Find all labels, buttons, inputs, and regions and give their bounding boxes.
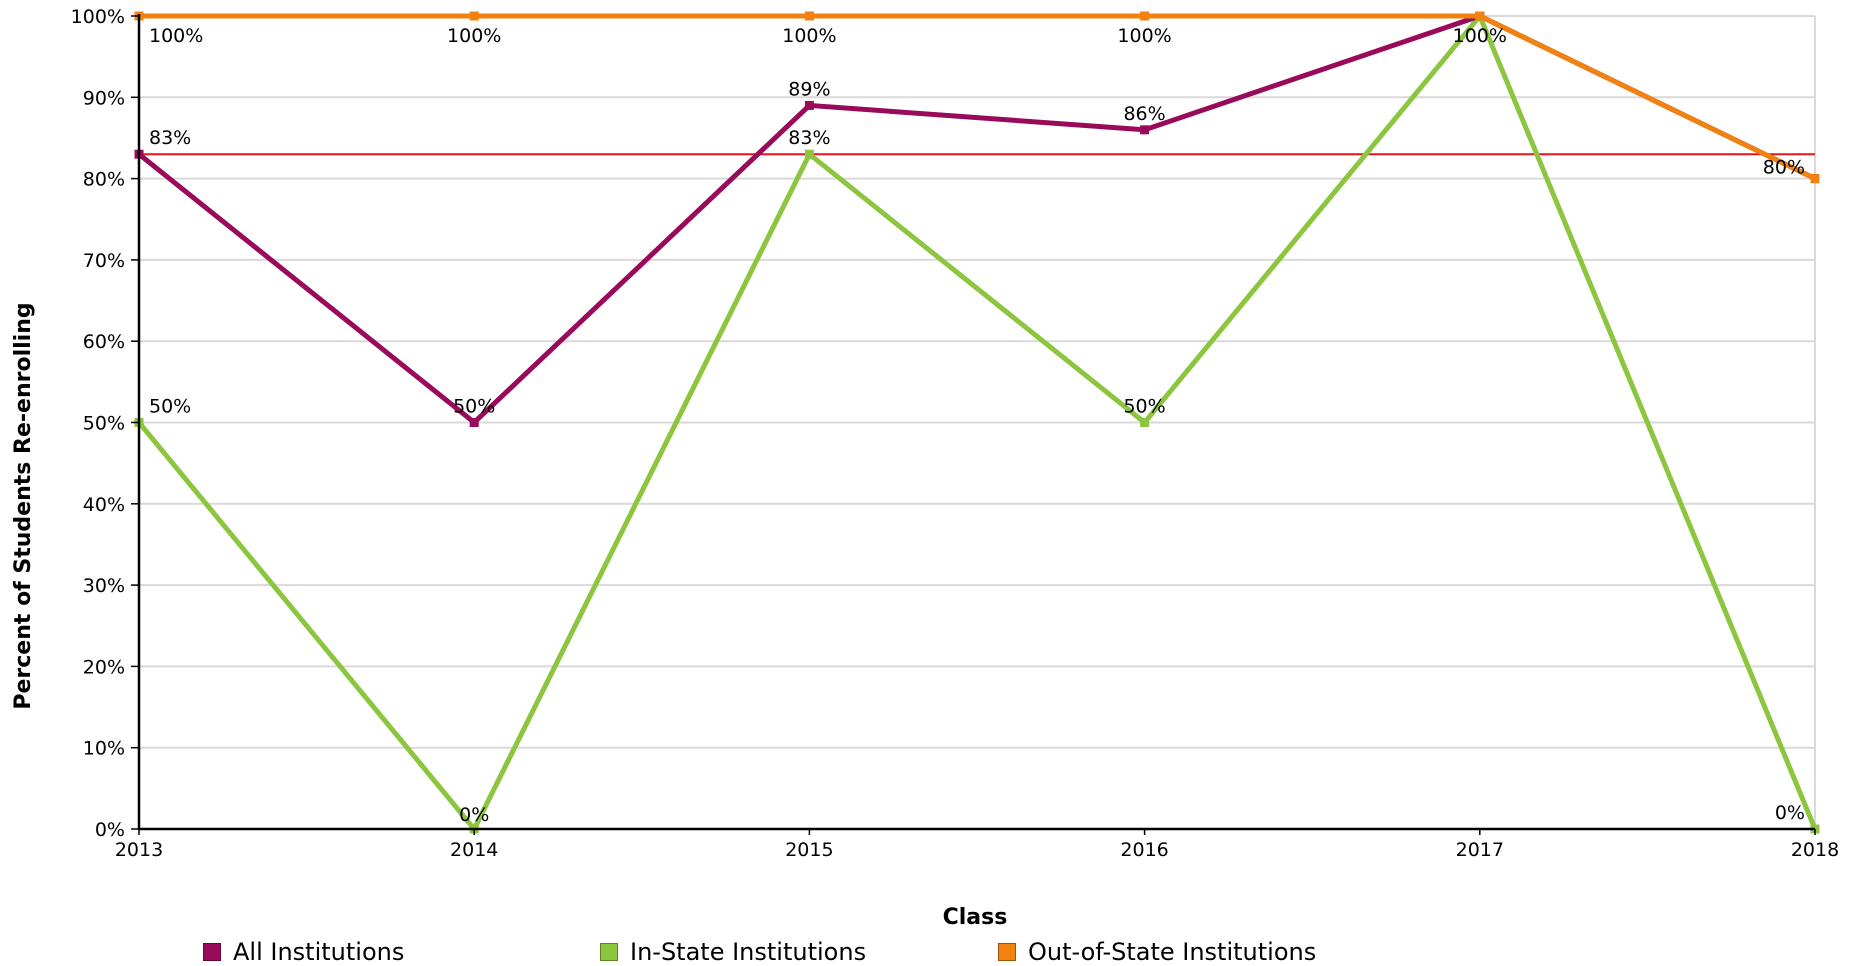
data-label: 100%: [447, 25, 501, 47]
data-point: [804, 149, 814, 159]
y-tick-label: 100%: [71, 6, 125, 28]
data-point: [804, 11, 814, 21]
x-tick-label: 2017: [1456, 839, 1504, 861]
legend-swatch: [998, 943, 1016, 961]
y-tick-labels: 0% 10% 20% 30% 40% 50% 60% 70% 80% 90% 100%: [71, 6, 125, 841]
y-tick-label: 40%: [83, 494, 125, 516]
x-tick-label: 2014: [450, 839, 498, 861]
series-line: [137, 11, 1818, 834]
x-tick-label: 2018: [1791, 839, 1839, 861]
legend-swatch: [203, 943, 221, 961]
data-label: 50%: [453, 396, 495, 418]
x-axis-title: Class: [943, 905, 1008, 930]
gridlines: [139, 15, 1816, 829]
data-point: [469, 11, 479, 21]
x-tick-labels: 2013 2014 2015 2016 2017 2018: [115, 839, 1839, 861]
series-line: [139, 13, 1817, 181]
data-label: 100%: [149, 25, 203, 47]
data-label: 50%: [149, 396, 191, 418]
data-point: [1140, 11, 1150, 21]
data-point: [1140, 418, 1150, 427]
y-tick-label: 50%: [83, 413, 125, 435]
legend-item-all-institutions[interactable]: All Institutions: [203, 938, 404, 966]
series-lines: [134, 11, 1820, 834]
data-point: [469, 418, 479, 427]
data-point: [804, 100, 814, 110]
y-tick-label: 20%: [83, 656, 125, 678]
y-tick-label: 30%: [83, 575, 125, 597]
data-label: 100%: [1453, 25, 1507, 47]
data-point: [1140, 125, 1150, 135]
data-label: 83%: [149, 127, 191, 149]
y-tick-label: 10%: [83, 738, 125, 760]
data-label: 83%: [788, 127, 830, 149]
data-point: [1810, 174, 1820, 184]
legend-label: Out-of-State Institutions: [1028, 938, 1317, 966]
legend-item-in-state-institutions[interactable]: In-State Institutions: [600, 938, 866, 966]
data-label: 0%: [459, 804, 489, 826]
y-tick-label: 0%: [95, 819, 125, 841]
data-labels: 83% 50% 89% 86% 50% 0% 83% 50% 0% 100% 100% 100% 100…: [149, 25, 1805, 826]
x-tick-label: 2013: [115, 839, 163, 861]
x-tick-label: 2015: [785, 839, 833, 861]
y-tick-label: 70%: [83, 250, 125, 272]
legend-label: All Institutions: [233, 938, 405, 966]
axes: [131, 14, 1816, 835]
x-tick-label: 2016: [1120, 839, 1168, 861]
y-tick-label: 90%: [83, 87, 125, 109]
data-label: 100%: [782, 25, 836, 47]
data-label: 86%: [1123, 103, 1165, 125]
legend-item-out-of-state-institutions[interactable]: Out-of-State Institutions: [998, 938, 1316, 966]
legend-swatch: [600, 943, 618, 961]
data-label: 50%: [1123, 396, 1165, 418]
y-axis-title: Percent of Students Re-enrolling: [11, 302, 36, 709]
data-label: 0%: [1775, 802, 1805, 824]
legend-label: In-State Institutions: [630, 938, 867, 966]
data-label: 89%: [788, 78, 830, 100]
y-tick-label: 80%: [83, 169, 125, 191]
y-tick-label: 60%: [83, 331, 125, 353]
data-point: [1475, 11, 1485, 21]
data-label: 80%: [1763, 157, 1805, 179]
data-label: 100%: [1117, 25, 1171, 47]
